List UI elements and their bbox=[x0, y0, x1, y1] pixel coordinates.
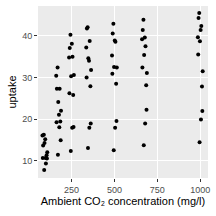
svg-text:750: 750 bbox=[150, 185, 165, 195]
svg-text:500: 500 bbox=[107, 185, 122, 195]
svg-text:10: 10 bbox=[22, 156, 32, 166]
svg-text:250: 250 bbox=[64, 185, 79, 195]
svg-text:uptake: uptake bbox=[6, 75, 18, 108]
svg-text:20: 20 bbox=[22, 114, 32, 124]
svg-text:1000: 1000 bbox=[190, 185, 210, 195]
svg-text:40: 40 bbox=[22, 31, 32, 41]
svg-text:Ambient CO₂ concentration (mg/: Ambient CO₂ concentration (mg/l) bbox=[41, 195, 205, 207]
svg-text:30: 30 bbox=[22, 73, 32, 83]
